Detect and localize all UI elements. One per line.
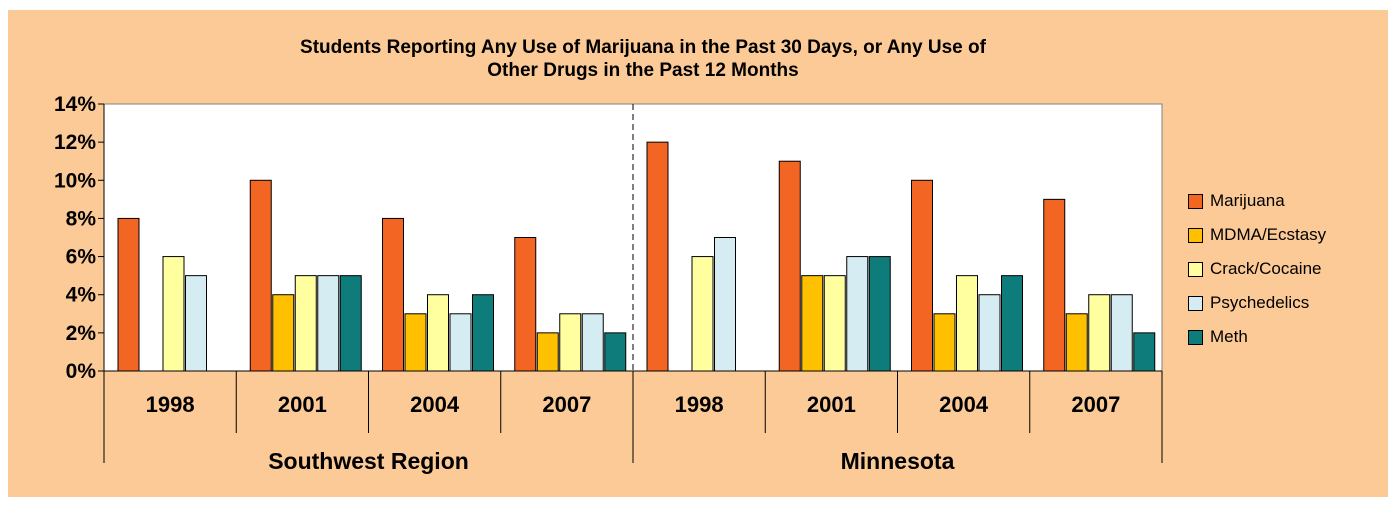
y-tick-label: 2% <box>66 322 97 345</box>
legend-label: MDMA/Ecstasy <box>1210 225 1327 244</box>
x-category-label: 2004 <box>939 392 989 417</box>
legend-swatch <box>1188 193 1203 209</box>
x-category-label: 2001 <box>278 392 327 417</box>
x-category-label: 2007 <box>542 392 591 417</box>
chart-title-line-2: Other Drugs in the Past 12 Months <box>487 60 799 81</box>
bar <box>339 275 362 372</box>
bar <box>714 237 736 372</box>
bar <box>1110 294 1133 372</box>
bar <box>449 313 472 372</box>
legend-label: Meth <box>1210 327 1248 346</box>
y-tick-label: 10% <box>54 169 96 192</box>
bar <box>846 256 869 372</box>
chart-frame: Students Reporting Any Use of Marijuana … <box>8 10 1388 497</box>
x-category-label: 1998 <box>675 392 724 417</box>
bar <box>1043 198 1066 372</box>
bar <box>1088 294 1111 372</box>
y-tick-label: 14% <box>54 93 96 116</box>
bar <box>604 332 627 372</box>
bar <box>691 256 714 372</box>
bar <box>978 294 1001 372</box>
bar <box>249 179 272 372</box>
bar <box>956 275 978 372</box>
bar <box>117 217 140 372</box>
y-tick-label: 8% <box>66 207 97 230</box>
legend-swatch <box>1188 227 1203 243</box>
bar-chart: 0% 2% 4% 6% 8% 10% 12% 14% 1998 2001 2004 2007 1998 2… <box>54 93 1163 474</box>
legend-swatch <box>1188 329 1203 345</box>
legend-item: MDMA/Ecstasy <box>1188 218 1388 252</box>
bar <box>427 294 449 372</box>
x-group-label: Southwest Region <box>268 448 469 474</box>
legend-item: Marijuana <box>1188 184 1388 218</box>
bar <box>911 179 933 372</box>
x-category-label: 1998 <box>146 392 195 417</box>
bar <box>868 256 891 372</box>
bar <box>646 141 669 372</box>
bar <box>778 160 801 372</box>
bar <box>823 275 846 372</box>
bar <box>404 313 427 372</box>
bar <box>514 237 537 372</box>
legend-item: Psychedelics <box>1188 286 1388 320</box>
bar <box>272 294 295 372</box>
legend-label: Crack/Cocaine <box>1210 259 1322 278</box>
x-group-label: Minnesota <box>841 448 955 474</box>
bar <box>536 332 559 372</box>
y-tick-label: 12% <box>54 131 96 154</box>
y-tick-label: 4% <box>66 284 97 307</box>
bar <box>382 217 404 372</box>
bar <box>294 275 317 372</box>
legend-item: Crack/Cocaine <box>1188 252 1388 286</box>
bar <box>801 275 824 372</box>
y-tick-label: 0% <box>66 360 97 383</box>
bar <box>162 256 185 372</box>
x-category-label: 2007 <box>1071 392 1120 417</box>
x-category-label: 2004 <box>410 392 460 417</box>
bar <box>1001 275 1023 372</box>
legend-label: Psychedelics <box>1210 293 1310 312</box>
legend: Marijuana MDMA/Ecstasy Crack/Cocaine Psyche… <box>1188 184 1388 354</box>
bar <box>559 313 582 372</box>
legend-label: Marijuana <box>1210 191 1285 210</box>
legend-swatch <box>1188 295 1203 311</box>
bar <box>1133 332 1156 372</box>
bar <box>933 313 956 372</box>
x-category-label: 2001 <box>807 392 856 417</box>
bar <box>581 313 604 372</box>
bar <box>472 294 494 372</box>
bar <box>185 275 207 372</box>
y-tick-label: 6% <box>66 246 97 269</box>
bar <box>1065 313 1088 372</box>
bar <box>317 275 340 372</box>
legend-swatch <box>1188 261 1203 277</box>
chart-title-line-1: Students Reporting Any Use of Marijuana … <box>300 37 986 58</box>
legend-item: Meth <box>1188 320 1388 354</box>
